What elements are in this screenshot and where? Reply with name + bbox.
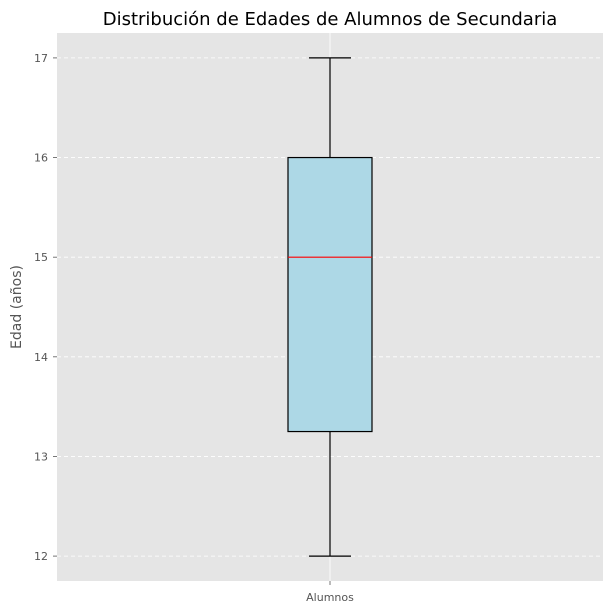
y-axis: 12 13 14 15 16 17 <box>34 52 57 563</box>
y-tick-label: 12 <box>34 550 48 563</box>
x-axis: Alumnos <box>306 581 354 604</box>
y-axis-label: Edad (años) <box>9 265 25 349</box>
boxes <box>287 57 373 557</box>
y-tick-label: 14 <box>34 351 48 364</box>
y-tick-label: 15 <box>34 251 48 264</box>
chart-title: Distribución de Edades de Alumnos de Sec… <box>103 9 558 30</box>
y-tick-label: 17 <box>34 52 48 65</box>
x-tick-label: Alumnos <box>306 591 354 604</box>
interquartile-box <box>287 156 373 433</box>
y-tick-label: 13 <box>34 450 48 463</box>
y-tick-label: 16 <box>34 152 48 165</box>
